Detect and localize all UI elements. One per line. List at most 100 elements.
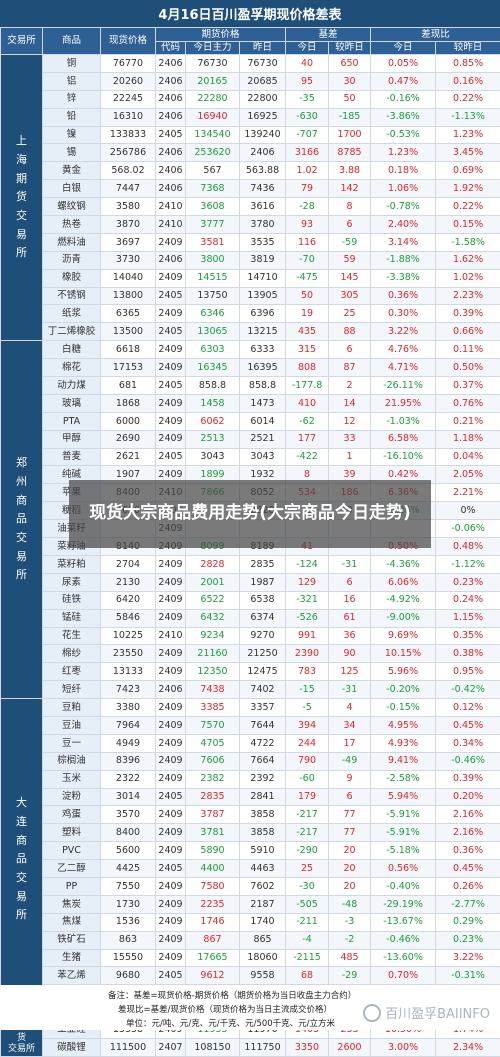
basis-today-cell: 95 [286, 72, 329, 90]
spot-cell: 8400 [101, 824, 156, 842]
main-today-cell: 6522 [186, 591, 240, 609]
spread-today-cell: -0.15% [371, 699, 436, 717]
spread-today-cell: -0.53% [371, 126, 436, 144]
spread-today-cell: -1.03% [371, 412, 436, 430]
basis-vs-yesterday-cell: 25 [329, 305, 371, 323]
code-cell: 2409 [156, 877, 186, 895]
product-cell: 红枣 [43, 663, 101, 681]
basis-today-cell: -4 [286, 931, 329, 949]
code-cell: 2409 [156, 430, 186, 448]
yesterday-cell: 3357 [240, 699, 286, 717]
spot-cell: 13133 [101, 663, 156, 681]
main-today-cell: 9234 [186, 627, 240, 645]
product-cell: 锡 [43, 144, 101, 162]
basis-today-cell: 3166 [286, 144, 329, 162]
spot-cell: 23550 [101, 645, 156, 663]
basis-vs-yesterday-cell: 4 [329, 699, 371, 717]
spread-today-cell: -5.91% [371, 806, 436, 824]
basis-vs-yesterday-cell: 6 [329, 341, 371, 359]
spot-cell: 2690 [101, 430, 156, 448]
code-cell: 2409 [156, 824, 186, 842]
spread-today-cell: 4.95% [371, 716, 436, 734]
spread-today-cell: -0.78% [371, 198, 436, 216]
spread-today-cell: 5.96% [371, 663, 436, 681]
spot-cell: 1536 [101, 913, 156, 931]
spread-vs-yesterday-cell: 0.23% [436, 931, 500, 949]
code-cell: 2405 [156, 126, 186, 144]
main-today-cell: 20165 [186, 72, 240, 90]
spread-vs-yesterday-cell: 1.15% [436, 609, 500, 627]
exchange-label-part: 易 [7, 226, 36, 245]
spread-today-cell: 6.58% [371, 430, 436, 448]
code-cell: 2409 [156, 412, 186, 430]
spot-cell: 14040 [101, 269, 156, 287]
code-cell: 2409 [156, 716, 186, 734]
yesterday-cell: 76730 [240, 55, 286, 73]
product-cell: 螺纹钢 [43, 198, 101, 216]
spread-vs-yesterday-cell: -0.46% [436, 752, 500, 770]
basis-today-cell: 79 [286, 180, 329, 198]
basis-today-cell: 177 [286, 430, 329, 448]
basis-vs-yesterday-cell: 33 [329, 430, 371, 448]
code-cell: 2409 [156, 305, 186, 323]
price-spread-sheet: 4月16日百川盈孚期现价格差表 交易所 商品 现货价格 期货价格 基差 差现比 [0, 0, 500, 1030]
main-today-cell: 2235 [186, 895, 240, 913]
basis-vs-yesterday-cell: 6 [329, 573, 371, 591]
product-cell: 豆粕 [43, 699, 101, 717]
spread-vs-yesterday-cell: -0.06% [436, 520, 500, 538]
code-cell: 2406 [156, 681, 186, 699]
spread-vs-yesterday-cell: 1.23% [436, 126, 500, 144]
main-today-cell: 5890 [186, 842, 240, 860]
code-cell: 2409 [156, 645, 186, 663]
header-exchange: 交易所 [1, 28, 43, 55]
main-today-cell: 567 [186, 162, 240, 180]
basis-today-cell: 315 [286, 341, 329, 359]
spread-today-cell: -29.19% [371, 895, 436, 913]
yesterday-cell: 7664 [240, 752, 286, 770]
yesterday-cell: 2392 [240, 770, 286, 788]
main-today-cell: 867 [186, 931, 240, 949]
code-cell: 2406 [156, 180, 186, 198]
spot-cell: 3570 [101, 806, 156, 824]
basis-vs-yesterday-cell: 77 [329, 806, 371, 824]
product-cell: 塑料 [43, 824, 101, 842]
main-today-cell: 22280 [186, 90, 240, 108]
spread-today-cell: 0.47% [371, 72, 436, 90]
main-today-cell: 6303 [186, 341, 240, 359]
code-cell: 2407 [156, 1039, 186, 1057]
spread-vs-yesterday-cell: 0.29% [436, 913, 500, 931]
code-cell: 2409 [156, 233, 186, 251]
product-cell: 短纤 [43, 681, 101, 699]
header-basis-vs-yesterday: 较昨日 [329, 42, 371, 55]
spot-cell: 3380 [101, 699, 156, 717]
main-today-cell: 3385 [186, 699, 240, 717]
main-today-cell: 2382 [186, 770, 240, 788]
main-today-cell: 17665 [186, 949, 240, 967]
yesterday-cell: 3858 [240, 806, 286, 824]
basis-vs-yesterday-cell: -49 [329, 752, 371, 770]
yesterday-cell: 563.88 [240, 162, 286, 180]
yesterday-cell: 18060 [240, 949, 286, 967]
yesterday-cell: 9558 [240, 967, 286, 985]
spread-today-cell: 1.06% [371, 180, 436, 198]
basis-vs-yesterday-cell: 20 [329, 842, 371, 860]
code-cell: 2409 [156, 359, 186, 377]
main-today-cell: 108150 [186, 1039, 240, 1057]
product-cell: 生猪 [43, 949, 101, 967]
brand-watermark-text: 百川盈孚BAIINFO [385, 1003, 490, 1022]
spot-cell: 568.02 [101, 162, 156, 180]
basis-vs-yesterday-cell: 6 [329, 216, 371, 234]
main-today-cell: 7580 [186, 877, 240, 895]
basis-today-cell: 410 [286, 394, 329, 412]
spread-vs-yesterday-cell: 0% [436, 502, 500, 520]
